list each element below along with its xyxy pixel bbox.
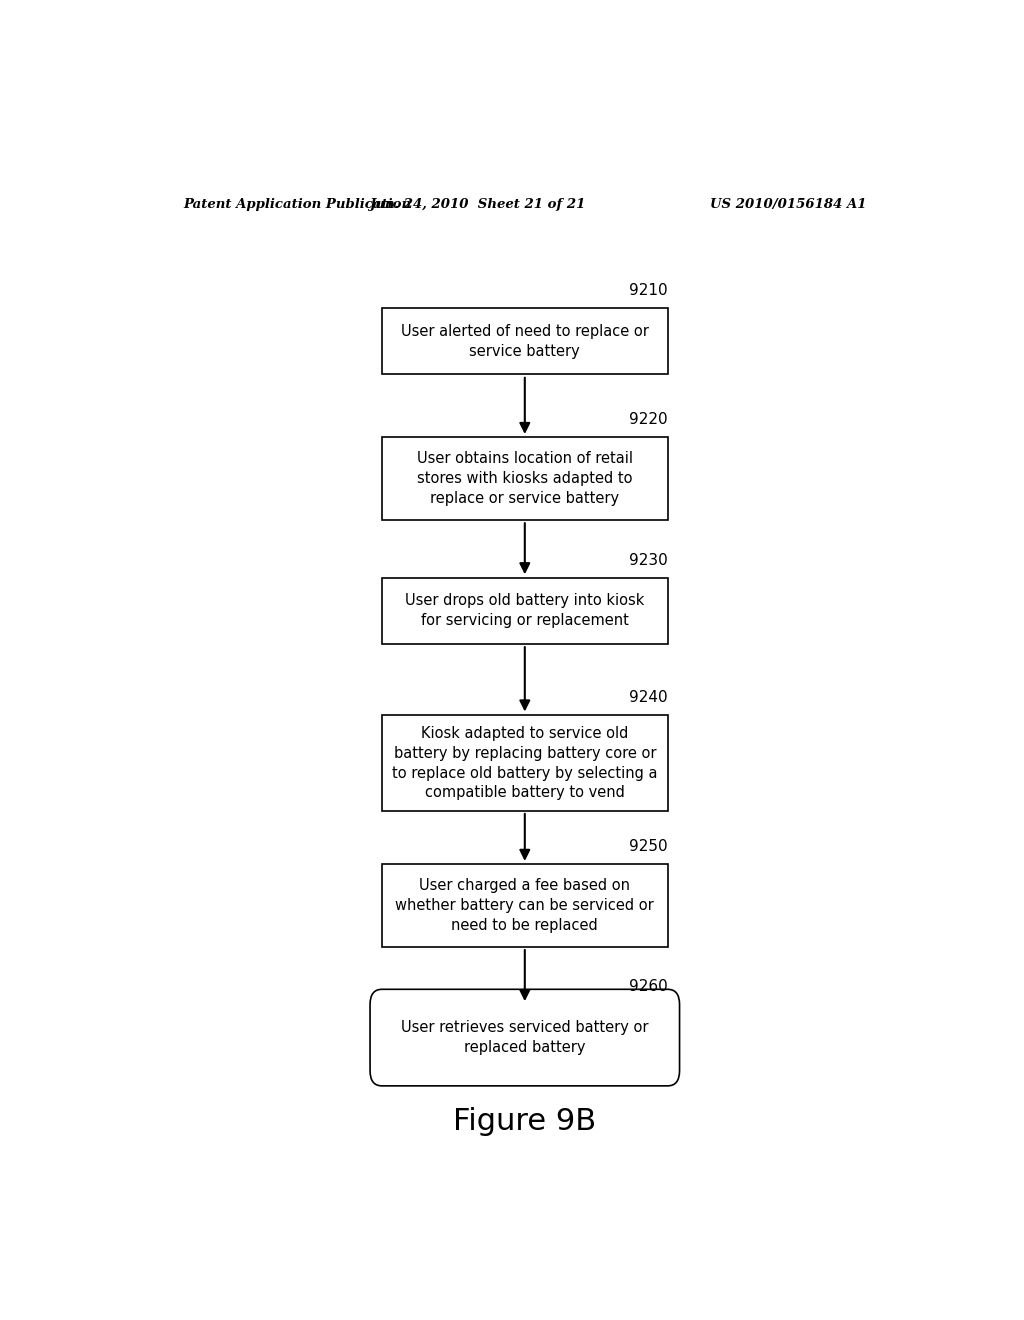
FancyBboxPatch shape	[382, 309, 668, 375]
Text: Kiosk adapted to service old
battery by replacing battery core or
to replace old: Kiosk adapted to service old battery by …	[392, 726, 657, 800]
Text: 9250: 9250	[629, 838, 668, 854]
Text: Patent Application Publication: Patent Application Publication	[183, 198, 412, 211]
FancyBboxPatch shape	[382, 863, 668, 948]
Text: 9260: 9260	[629, 979, 668, 994]
Text: 9230: 9230	[629, 553, 668, 568]
Text: User alerted of need to replace or
service battery: User alerted of need to replace or servi…	[400, 323, 649, 359]
FancyBboxPatch shape	[382, 437, 668, 520]
FancyBboxPatch shape	[382, 715, 668, 812]
Text: User drops old battery into kiosk
for servicing or replacement: User drops old battery into kiosk for se…	[406, 593, 644, 628]
FancyBboxPatch shape	[382, 578, 668, 644]
Text: 9240: 9240	[629, 690, 668, 705]
Text: User retrieves serviced battery or
replaced battery: User retrieves serviced battery or repla…	[401, 1020, 648, 1055]
Text: Jun. 24, 2010  Sheet 21 of 21: Jun. 24, 2010 Sheet 21 of 21	[369, 198, 586, 211]
Text: 9220: 9220	[629, 412, 668, 426]
Text: US 2010/0156184 A1: US 2010/0156184 A1	[710, 198, 866, 211]
Text: 9210: 9210	[629, 284, 668, 298]
Text: User obtains location of retail
stores with kiosks adapted to
replace or service: User obtains location of retail stores w…	[417, 451, 633, 506]
Text: User charged a fee based on
whether battery can be serviced or
need to be replac: User charged a fee based on whether batt…	[395, 878, 654, 933]
Text: Figure 9B: Figure 9B	[454, 1107, 596, 1137]
FancyBboxPatch shape	[370, 989, 680, 1086]
